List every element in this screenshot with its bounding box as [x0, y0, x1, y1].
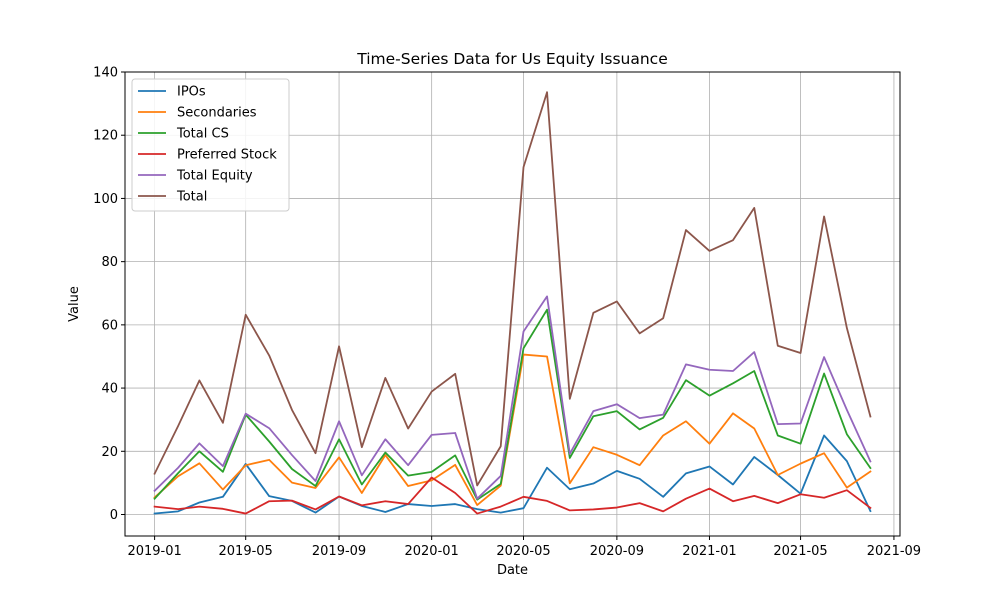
- y-axis-label: Value: [67, 286, 82, 322]
- legend-label-preferred-stock: Preferred Stock: [177, 148, 277, 163]
- legend-box: [131, 78, 290, 212]
- legend-label-ipos: IPOs: [177, 85, 206, 100]
- legend-label-total: Total: [176, 190, 207, 205]
- y-tick-label: 120: [93, 129, 118, 144]
- legend-label-total-equity: Total Equity: [176, 169, 253, 184]
- series-line-total: [153, 91, 872, 487]
- x-tick-label: 2021-05: [773, 544, 827, 559]
- ticks-layer: 0 20 40 60 80 100 120 140 2019-01 2019-05 2019-09 2…: [93, 66, 921, 560]
- x-tick-label: 2020-01: [404, 544, 458, 559]
- x-tick-label: 2021-01: [682, 544, 736, 559]
- plot-frame: [124, 71, 901, 537]
- x-axis-label: Date: [497, 563, 528, 578]
- legend: IPOs Secondaries Total CS Preferred Stock To…: [131, 78, 290, 212]
- series-line-total-equity: [153, 295, 872, 500]
- series-line-preferred-stock: [153, 476, 872, 515]
- y-tick-label: 140: [93, 66, 118, 81]
- x-tick-label: 2019-01: [127, 544, 181, 559]
- y-tick-label: 20: [101, 445, 118, 460]
- y-tick-label: 0: [110, 508, 118, 523]
- x-tick-label: 2019-09: [312, 544, 366, 559]
- legend-label-secondaries: Secondaries: [177, 106, 257, 121]
- series-line-total-cs: [153, 308, 872, 501]
- y-tick-label: 60: [101, 318, 118, 333]
- y-tick-label: 80: [101, 255, 118, 270]
- y-tick-label: 40: [101, 382, 118, 397]
- legend-label-total-cs: Total CS: [176, 127, 229, 142]
- series-line-ipos: [153, 434, 872, 515]
- series-layer: [153, 91, 872, 515]
- chart-title: Time-Series Data for Us Equity Issuance: [356, 50, 668, 68]
- y-tick-label: 100: [93, 192, 118, 207]
- x-tick-label: 2020-09: [590, 544, 644, 559]
- x-tick-label: 2020-05: [496, 544, 550, 559]
- x-tick-label: 2019-05: [219, 544, 273, 559]
- x-tick-label: 2021-09: [867, 544, 921, 559]
